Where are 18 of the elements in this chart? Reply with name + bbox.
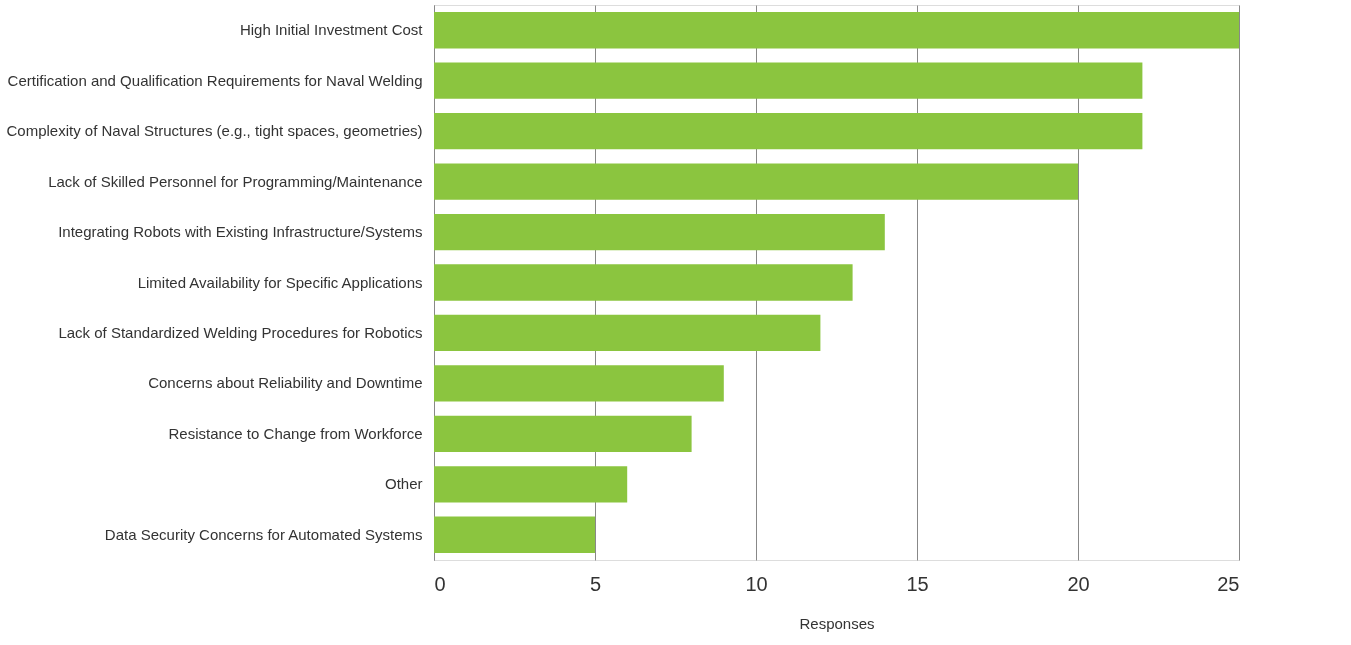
y-tick-label: Other xyxy=(384,475,423,493)
x-tick-label: 5 xyxy=(589,572,602,595)
x-axis-title: Responses xyxy=(799,614,875,632)
y-tick-label: Concerns about Reliability and Downtime xyxy=(148,374,423,392)
x-tick-label: 10 xyxy=(745,572,768,595)
y-tick-label: Integrating Robots with Existing Infrastructure/Systems xyxy=(58,223,423,241)
x-tick-label: 0 xyxy=(434,572,446,595)
y-tick-label: Lack of Skilled Personnel for Programming/Maintenance xyxy=(48,172,423,190)
y-tick-label: Lack of Standardized Welding Procedures for Robotics xyxy=(58,323,423,341)
y-tick-label: Data Security Concerns for Automated Systems xyxy=(104,525,423,543)
x-tick-label: 15 xyxy=(906,572,929,595)
y-tick-label: Complexity of Naval Structures (e.g., tight spaces, geometries) xyxy=(6,122,423,140)
x-tick-label: 20 xyxy=(1067,572,1090,595)
y-tick-label: Resistance to Change from Workforce xyxy=(168,424,423,442)
y-tick-label: Limited Availability for Specific Applications xyxy=(137,273,423,291)
y-tick-label: High Initial Investment Cost xyxy=(239,21,424,39)
x-tick-label: 25 xyxy=(1217,572,1240,595)
y-tick-label: Certification and Qualification Requirements for Naval Welding xyxy=(7,71,423,89)
